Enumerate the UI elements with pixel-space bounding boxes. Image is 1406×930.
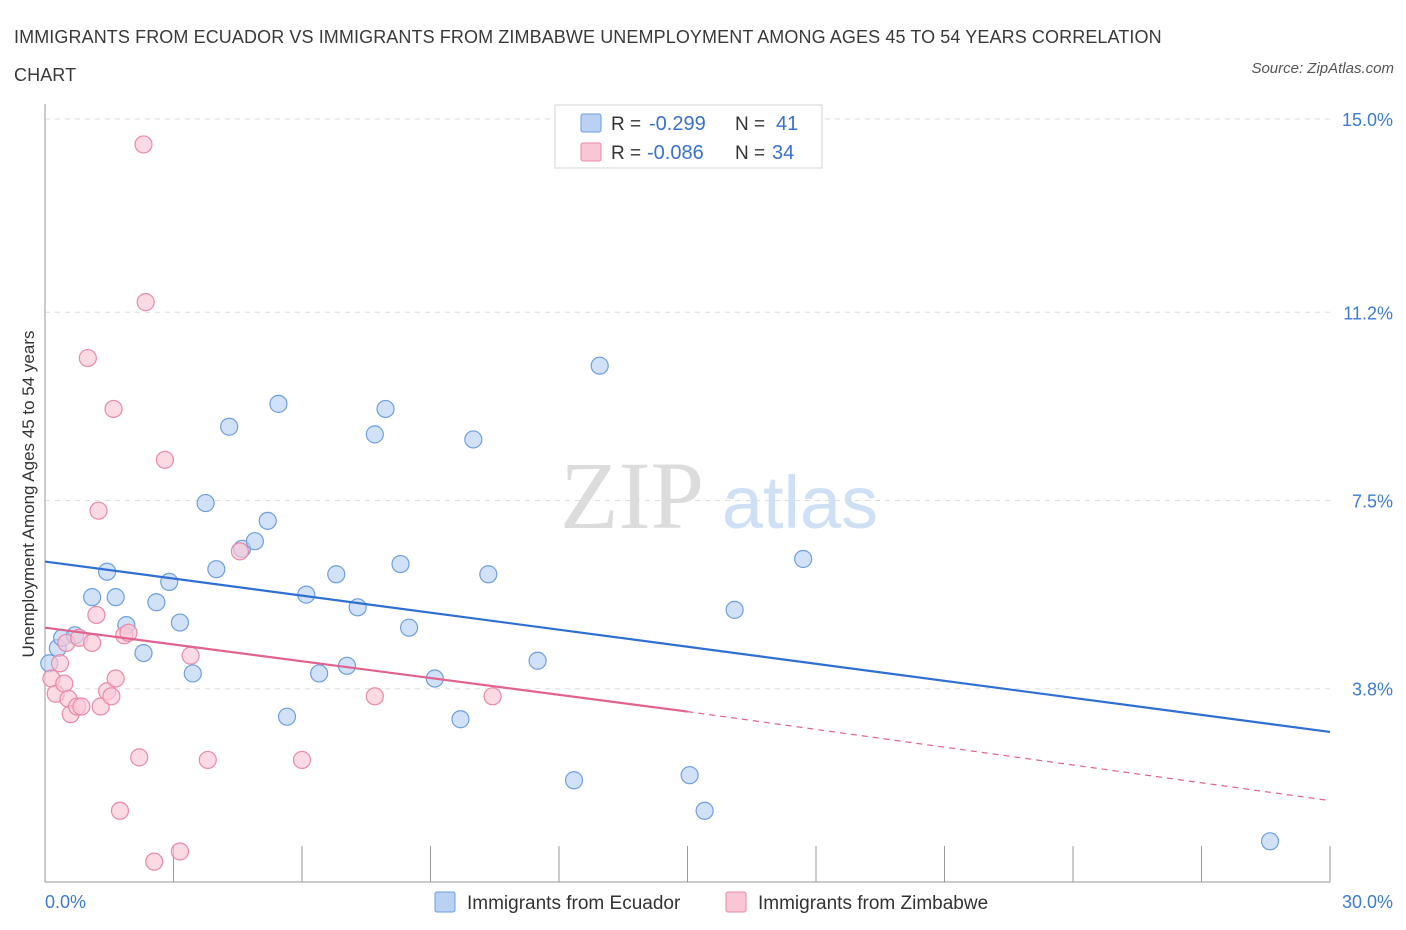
point-ecuador	[464, 430, 483, 449]
legend-swatch-ecuador	[580, 113, 602, 133]
y-tick-labels: 3.8% 7.5% 11.2% 15.0%	[1342, 110, 1393, 700]
trend-line-zimbabwe	[44, 626, 688, 713]
point-zimbabwe	[136, 293, 155, 312]
point-zimbabwe	[104, 399, 123, 419]
point-ecuador	[479, 565, 498, 584]
trend-line-ecuador	[44, 560, 1331, 734]
point-ecuador	[794, 549, 813, 569]
point-zimbabwe	[87, 605, 106, 625]
source-note: Source: ZipAtlas.com	[1251, 60, 1394, 77]
point-ecuador	[1260, 832, 1280, 851]
y-tick-label: 11.2%	[1343, 303, 1393, 323]
point-zimbabwe	[72, 697, 91, 716]
point-zimbabwe	[134, 135, 153, 154]
point-ecuador	[310, 664, 329, 683]
legend-n-value-zimbabwe: 34	[772, 142, 794, 164]
point-ecuador	[170, 613, 190, 632]
point-zimbabwe	[181, 646, 200, 665]
y-tick-label: 3.8%	[1352, 680, 1393, 700]
point-zimbabwe	[78, 348, 97, 368]
legend-n-value-ecuador: 41	[776, 113, 798, 135]
watermark-zip: ZIP	[560, 442, 704, 549]
trend-lines	[44, 560, 1331, 802]
bottom-legend-swatch-zimbabwe	[725, 891, 747, 913]
point-ecuador	[365, 425, 384, 444]
grid-lines	[45, 118, 1330, 690]
y-tick-label: 7.5%	[1352, 492, 1393, 512]
point-ecuador	[680, 766, 699, 785]
point-zimbabwe	[89, 501, 108, 520]
point-ecuador	[399, 618, 419, 637]
point-zimbabwe	[83, 633, 102, 653]
point-zimbabwe	[106, 669, 125, 688]
legend-swatch-zimbabwe	[580, 142, 602, 162]
point-ecuador	[98, 562, 117, 581]
bottom-legend-label-zimbabwe: Immigrants from Zimbabwe	[758, 893, 988, 914]
point-ecuador	[451, 710, 470, 729]
point-zimbabwe	[198, 750, 217, 770]
x-tick-label-min: 0.0%	[45, 892, 86, 912]
x-ticks	[173, 846, 1331, 882]
point-zimbabwe	[292, 750, 312, 770]
legend-n-label-zimbabwe: N =	[735, 143, 765, 164]
legend-n-label-ecuador: N =	[735, 114, 765, 135]
point-ecuador	[695, 801, 714, 820]
point-ecuador	[106, 588, 125, 607]
bottom-legend-label-ecuador: Immigrants from Ecuador	[467, 893, 681, 914]
legend-r-value-zimbabwe: -0.086	[647, 142, 704, 164]
legend-r-label-zimbabwe: R =	[611, 143, 641, 164]
point-ecuador	[207, 560, 226, 579]
point-zimbabwe	[55, 674, 74, 693]
point-ecuador	[269, 394, 288, 413]
point-ecuador	[528, 651, 547, 670]
point-ecuador	[160, 572, 179, 591]
point-ecuador	[277, 707, 297, 726]
point-ecuador	[134, 643, 153, 663]
point-zimbabwe	[365, 687, 384, 706]
trend-line-zimbabwe-extension	[687, 711, 1331, 802]
point-ecuador	[245, 532, 264, 551]
point-ecuador	[220, 417, 239, 436]
correlation-legend: R = -0.299 N = 41 R = -0.086 N = 34	[554, 104, 823, 169]
chart-title: IMMIGRANTS FROM ECUADOR VS IMMIGRANTS FR…	[14, 27, 1162, 85]
point-ecuador	[196, 493, 215, 513]
legend-r-value-ecuador: -0.299	[649, 113, 706, 135]
point-zimbabwe	[483, 687, 502, 706]
point-ecuador	[327, 565, 346, 584]
point-ecuador	[391, 554, 410, 574]
bottom-legend-swatch-ecuador	[434, 891, 456, 913]
point-zimbabwe	[110, 801, 130, 820]
point-zimbabwe	[130, 748, 149, 767]
point-zimbabwe	[230, 542, 249, 561]
point-zimbabwe	[155, 450, 175, 469]
x-tick-label-max: 30.0%	[1342, 892, 1393, 912]
point-zimbabwe	[170, 842, 190, 861]
point-ecuador	[590, 356, 609, 375]
point-ecuador	[725, 600, 744, 619]
series-legend: Immigrants from Ecuador Immigrants from …	[434, 891, 988, 914]
point-ecuador	[83, 588, 102, 607]
y-tick-label: 15.0%	[1342, 110, 1393, 130]
watermark-atlas: atlas	[722, 461, 878, 544]
point-ecuador	[564, 771, 584, 790]
point-zimbabwe	[102, 687, 121, 706]
point-ecuador	[258, 511, 277, 530]
y-axis-label: Unemployment Among Ages 45 to 54 years	[19, 331, 38, 658]
point-ecuador	[376, 399, 395, 419]
legend-r-label-ecuador: R =	[611, 114, 641, 135]
point-ecuador	[147, 593, 166, 612]
data-points	[40, 135, 1280, 871]
point-zimbabwe	[145, 852, 164, 871]
point-zimbabwe	[50, 654, 70, 673]
point-ecuador	[183, 664, 202, 683]
